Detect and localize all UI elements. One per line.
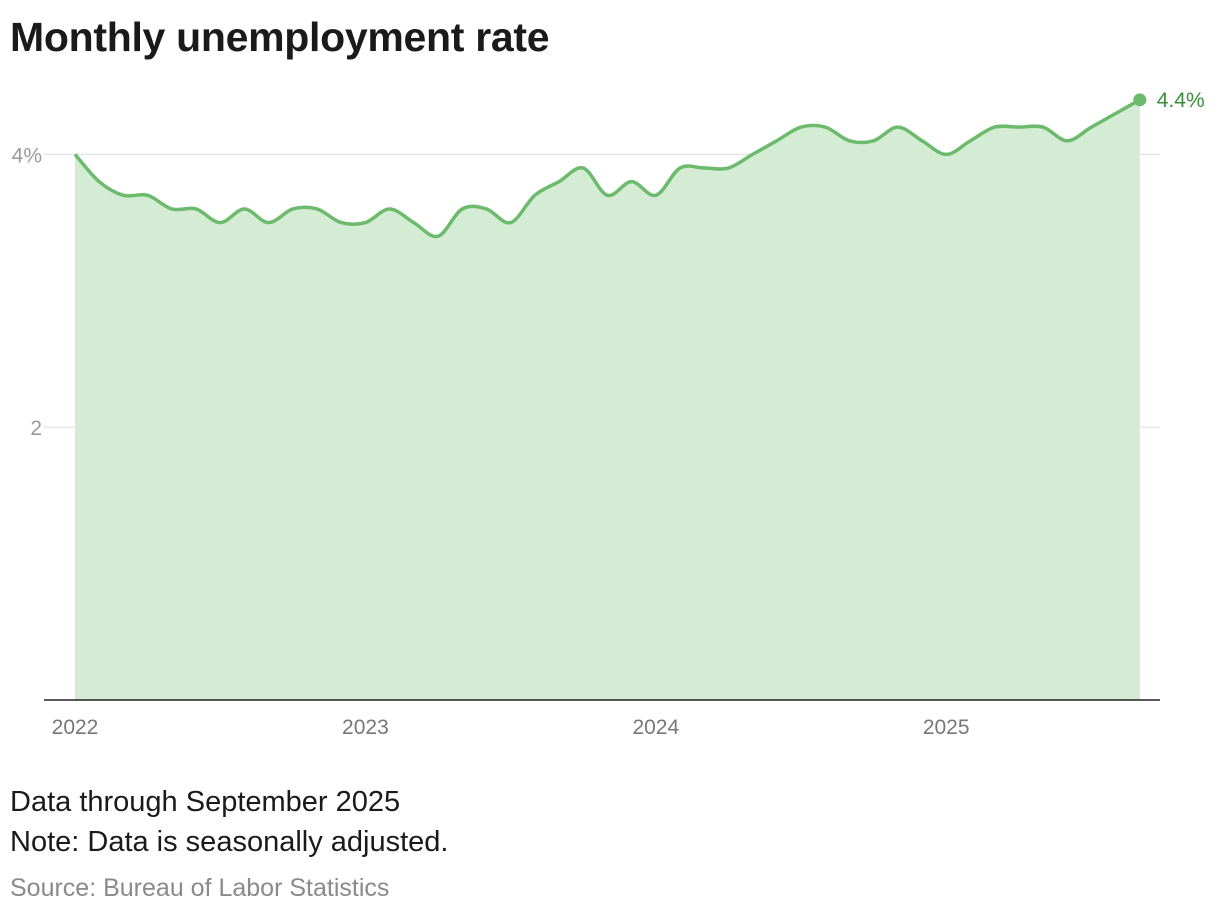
y-tick-label: 2: [30, 417, 42, 440]
x-tick-label: 2024: [632, 716, 679, 739]
x-tick-label: 2025: [923, 716, 970, 739]
data-through-note: Data through September 2025: [10, 786, 401, 818]
chart-title: Monthly unemployment rate: [10, 14, 550, 60]
source-note: Source: Bureau of Labor Statistics: [10, 874, 390, 902]
end-value-label: 4.4%: [1157, 89, 1205, 112]
series-line: [73, 98, 1141, 239]
area-chart: 4% 2 2022 2023 2024 2025 4.4%: [12, 89, 1205, 739]
x-tick-label: 2023: [342, 716, 389, 739]
area-fill: [75, 99, 1140, 701]
x-tick-label: 2022: [52, 716, 99, 739]
y-tick-label: 4%: [12, 144, 42, 167]
end-point-marker: [1133, 93, 1147, 107]
seasonal-note: Note: Data is seasonally adjusted.: [10, 826, 449, 858]
